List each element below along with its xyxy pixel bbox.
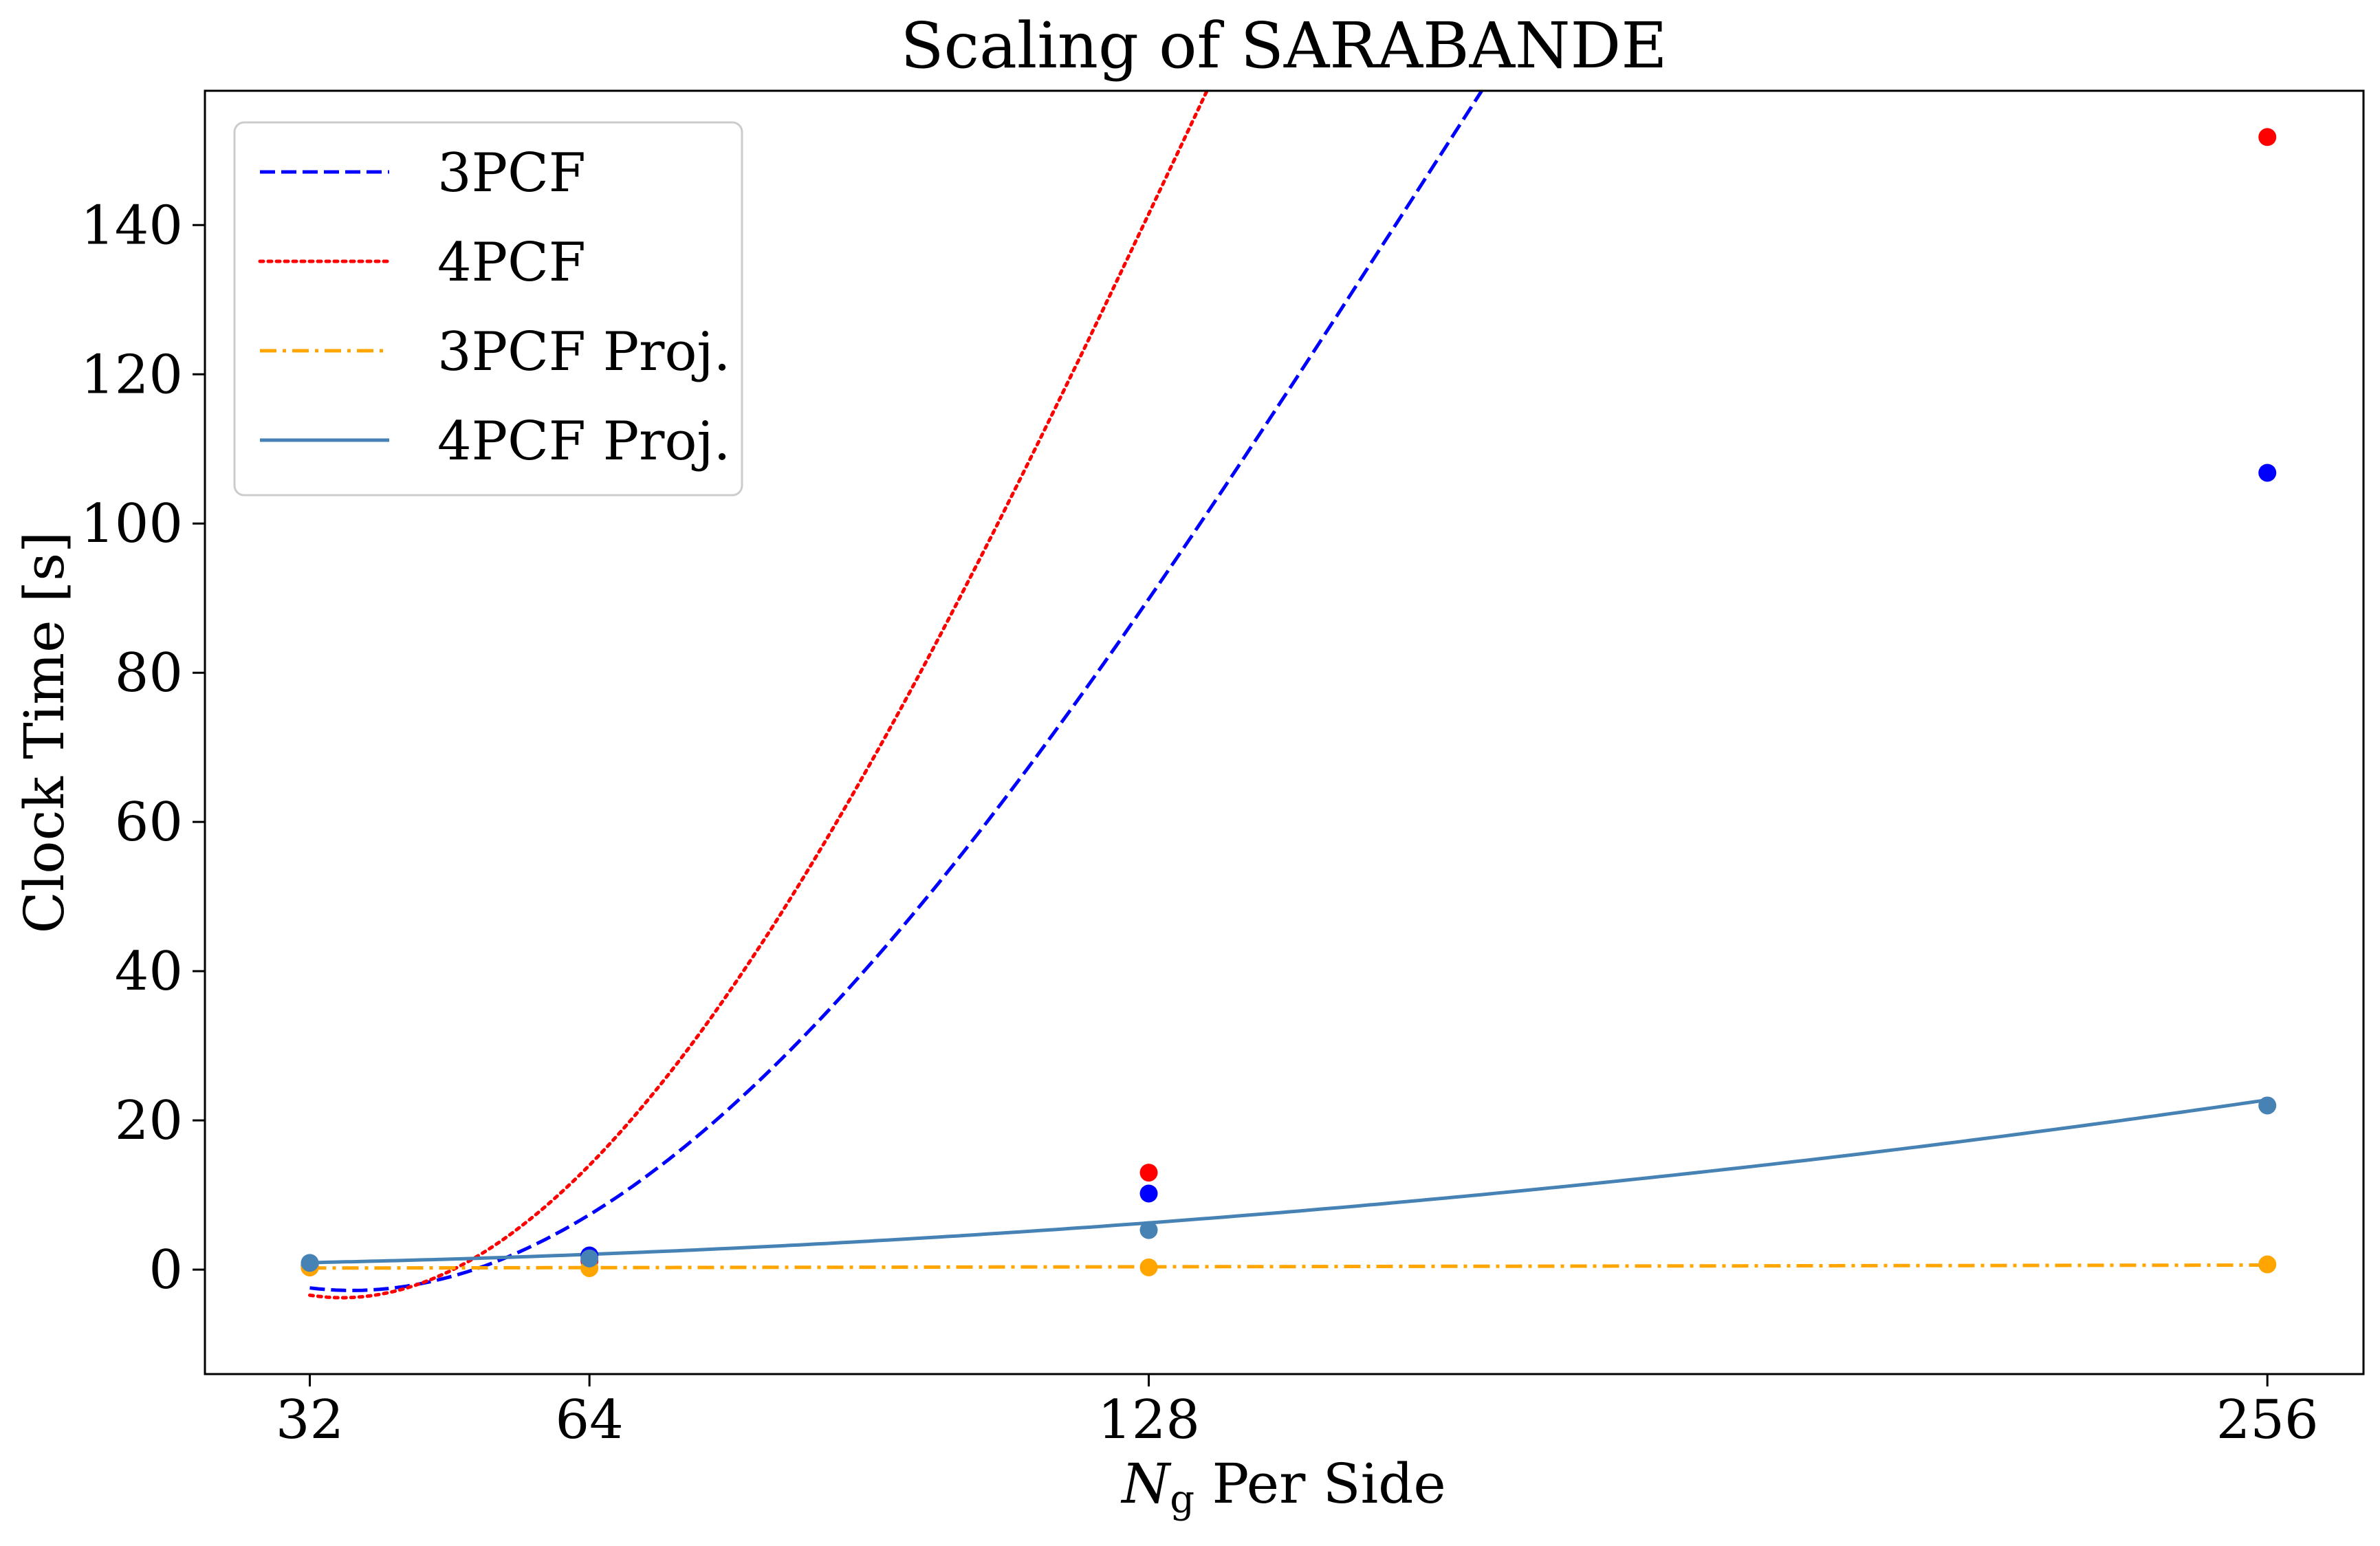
series-line-4pcf xyxy=(308,91,1209,1300)
legend-box xyxy=(233,121,743,497)
x-axis-label-subscript: g xyxy=(1170,1477,1194,1522)
data-point xyxy=(2258,1255,2277,1274)
x-axis-label: Ng Per Side xyxy=(1120,1452,1445,1522)
series-line-3pcf xyxy=(309,91,1484,1292)
points-layer xyxy=(301,128,2277,1277)
data-point xyxy=(2258,1096,2277,1115)
data-point xyxy=(1139,1164,1158,1182)
x-axis-label-main: N xyxy=(1120,1452,1172,1516)
legend-label: 3PCF Proj. xyxy=(437,321,730,383)
x-tick-label: 32 xyxy=(276,1389,344,1451)
plot-frame xyxy=(204,89,2365,1375)
chart-title: Scaling of SARABANDE xyxy=(901,9,1668,83)
x-axis-label-rest: Per Side xyxy=(1194,1452,1446,1516)
y-axis-label: Clock Time [s] xyxy=(12,532,76,934)
data-point xyxy=(1139,1258,1158,1276)
y-tick-label: 40 xyxy=(115,941,183,1003)
legend-label: 3PCF xyxy=(437,142,586,204)
data-point xyxy=(1139,1184,1158,1203)
legend: 3PCF 4PCF 3PCF Proj. 4PCF Proj. xyxy=(233,121,743,497)
y-tick-label: 80 xyxy=(115,642,183,704)
series-line-4pcf-proj xyxy=(309,1098,2268,1265)
y-tick-label: 140 xyxy=(80,195,183,257)
y-tick-label: 60 xyxy=(115,792,183,853)
y-tick-label: 0 xyxy=(149,1239,183,1301)
y-tick-label: 100 xyxy=(80,493,183,555)
data-point xyxy=(580,1249,599,1267)
y-axis: 0 20 40 60 80 100 120 140 xyxy=(80,195,205,1301)
data-point xyxy=(2258,128,2277,146)
data-point xyxy=(1139,1221,1158,1239)
series-layer xyxy=(308,91,2268,1300)
x-tick-label: 128 xyxy=(1098,1389,1200,1451)
x-tick-label: 256 xyxy=(2216,1389,2319,1451)
x-tick-label: 64 xyxy=(556,1389,624,1451)
legend-label: 4PCF Proj. xyxy=(437,411,730,472)
y-tick-label: 20 xyxy=(115,1090,183,1152)
legend-label: 4PCF xyxy=(437,232,586,294)
series-line-3pcf-proj xyxy=(309,1263,2268,1270)
plot-area xyxy=(204,89,2365,1375)
x-axis: 32 64 128 256 xyxy=(276,1374,2319,1451)
data-point xyxy=(301,1254,319,1272)
data-point xyxy=(2258,464,2277,482)
y-tick-label: 120 xyxy=(80,344,183,406)
